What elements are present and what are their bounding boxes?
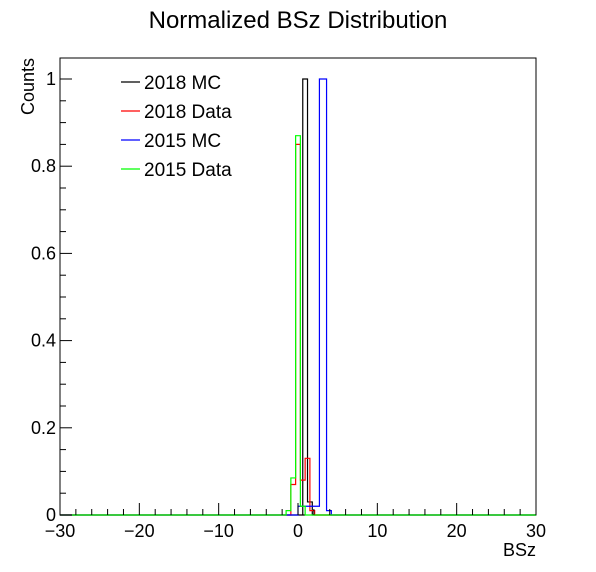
y-tick-label: 0.2 [31,418,56,438]
y-tick-label: 0 [46,505,56,525]
x-axis: −30 −20 −10 0 10 20 30 [45,503,546,541]
y-tick-label: 0.4 [31,331,56,351]
legend: 2018 MC 2018 Data 2015 MC 2015 Data [121,73,232,181]
y-tick-label: 1 [46,69,56,89]
legend-item: 2015 MC [121,131,221,152]
x-tick-label: 20 [447,521,467,541]
legend-item: 2015 Data [121,160,232,181]
y-axis-label: Counts [18,58,38,115]
series-line [60,144,536,515]
legend-label: 2015 Data [144,160,232,181]
series-2015-data [60,136,536,515]
legend-item: 2018 Data [121,102,232,123]
chart-title: Normalized BSz Distribution [149,7,448,34]
legend-label: 2018 Data [144,102,232,123]
legend-item: 2018 MC [121,73,221,94]
series-layer [60,79,536,515]
y-tick-label: 0.6 [31,243,56,263]
y-axis: 0 0.2 0.4 0.6 0.8 1 [31,69,72,525]
x-tick-label: 10 [367,521,387,541]
legend-label: 2018 MC [144,73,221,94]
series-2018-data [60,144,536,515]
y-tick-label: 0.8 [31,156,56,176]
series-line [60,136,536,515]
x-axis-label: BSz [503,540,536,560]
plot-frame [60,58,536,515]
x-tick-label: 0 [293,521,303,541]
legend-label: 2015 MC [144,131,221,152]
x-tick-label: −10 [203,521,234,541]
x-tick-label: −20 [124,521,155,541]
x-tick-label: 30 [526,521,546,541]
